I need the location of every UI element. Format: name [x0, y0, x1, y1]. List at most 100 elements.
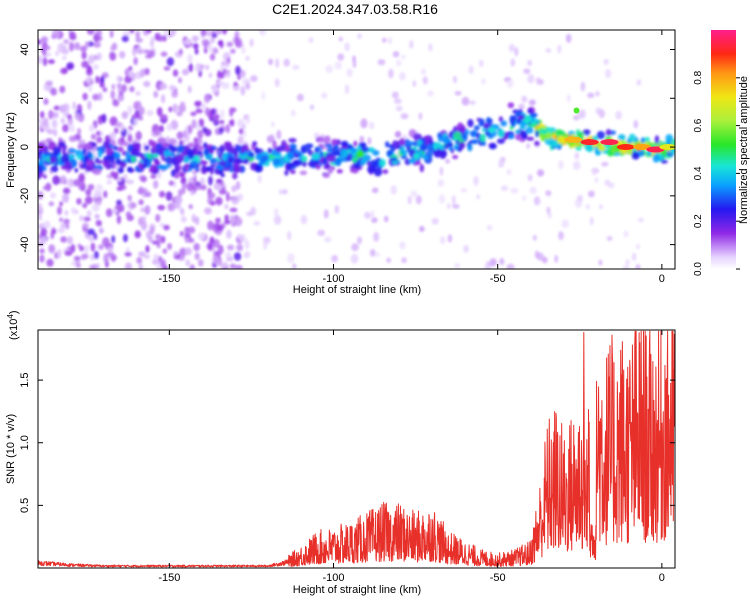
noise-blob [40, 236, 48, 243]
noise-blob [229, 107, 234, 117]
signal-blob [467, 119, 474, 128]
noise-blob [572, 160, 581, 171]
noise-blob [168, 180, 175, 186]
signal-blob [254, 164, 263, 173]
signal-blob [665, 134, 674, 143]
noise-blob [147, 49, 155, 58]
signal-blob [654, 135, 660, 144]
noise-blob [324, 236, 332, 243]
noise-blob [48, 59, 55, 65]
spectral-blobs [38, 30, 675, 269]
signal-blob [392, 140, 399, 148]
signal-blob [500, 120, 508, 127]
signal-blob [272, 140, 277, 150]
noise-blob [214, 30, 222, 36]
noise-blob [216, 224, 224, 232]
signal-blob [184, 162, 190, 172]
noise-blob [87, 183, 95, 191]
noise-blob [606, 236, 613, 241]
signal-blob [460, 126, 467, 133]
noise-blob [506, 168, 512, 176]
signal-blob [478, 118, 485, 126]
noise-blob [212, 254, 219, 265]
spectrogram-frame [37, 29, 676, 270]
noise-blob [591, 169, 597, 176]
noise-blob [149, 40, 154, 48]
noise-blob [514, 46, 519, 57]
noise-blob [454, 90, 462, 96]
noise-blob [419, 225, 425, 233]
noise-blob [191, 35, 199, 42]
signal-blob [507, 134, 515, 140]
signal-blob [138, 161, 143, 170]
strong-signal-blob [646, 146, 665, 153]
noise-blob [130, 202, 137, 209]
noise-blob [537, 199, 541, 205]
noise-blob [46, 129, 54, 135]
noise-blob [44, 45, 51, 51]
noise-blob [566, 94, 571, 103]
noise-blob [71, 207, 77, 215]
signal-blob [200, 160, 208, 166]
noise-blob [136, 49, 144, 55]
noise-blob [88, 237, 95, 242]
signal-blob [467, 143, 473, 152]
noise-blob [189, 264, 195, 269]
top-xtick-label: -50 [490, 273, 506, 285]
noise-blob [334, 61, 343, 70]
signal-blob [295, 159, 300, 167]
noise-blob [199, 177, 206, 186]
signal-blob [644, 136, 651, 143]
noise-blob [66, 236, 74, 245]
signal-blob [248, 152, 255, 158]
noise-blob [445, 158, 451, 164]
signal-blob [545, 131, 551, 140]
noise-blob [128, 65, 133, 71]
noise-blob [214, 127, 220, 136]
noise-blob [607, 182, 615, 189]
noise-blob [498, 157, 505, 168]
noise-blob [187, 85, 192, 94]
noise-blob [55, 50, 60, 57]
colorbar-tick-label: 0.6 [693, 118, 704, 132]
noise-blob [244, 238, 249, 249]
noise-blob [212, 33, 218, 38]
noise-blob [134, 230, 141, 239]
noise-blob [253, 221, 261, 226]
noise-blob [163, 265, 169, 269]
signal-blob [471, 139, 479, 145]
signal-blob [175, 153, 185, 163]
noise-blob [48, 201, 55, 207]
noise-blob [271, 121, 275, 128]
noise-blob [40, 227, 48, 237]
noise-blob [184, 237, 189, 244]
noise-blob [219, 119, 225, 125]
noise-blob [527, 174, 533, 182]
noise-blob [79, 215, 84, 222]
noise-blob [92, 93, 99, 101]
signal-blob [596, 131, 606, 140]
noise-blob [209, 236, 215, 244]
colorbar-label: Normalized spectral amplitude [738, 76, 750, 224]
noise-blob [395, 105, 403, 112]
noise-blob [546, 206, 551, 214]
noise-blob [76, 198, 82, 205]
noise-blob [398, 71, 406, 81]
noise-blob [234, 216, 243, 227]
noise-blob [140, 68, 146, 78]
signal-blob [496, 138, 506, 145]
noise-blob [145, 30, 152, 34]
noise-blob [127, 105, 133, 115]
noise-blob [64, 250, 73, 256]
noise-blob [168, 106, 173, 113]
noise-blob [111, 42, 118, 51]
signal-blob [382, 169, 389, 174]
colorbar-tick-label: 0.4 [693, 166, 704, 180]
noise-blob [93, 41, 101, 48]
noise-blob [77, 127, 82, 136]
signal-blob [409, 141, 416, 146]
noise-blob [598, 109, 605, 119]
noise-blob [386, 257, 392, 263]
signal-blob [261, 154, 269, 162]
top-xtick-label: -150 [158, 273, 180, 285]
